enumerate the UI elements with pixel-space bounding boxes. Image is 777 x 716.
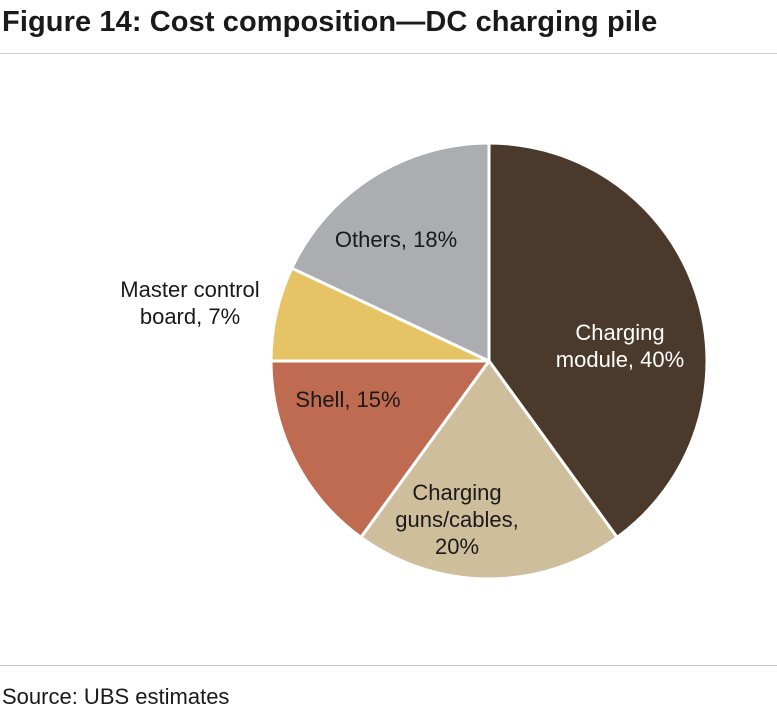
pie-slice-charging-module <box>487 141 709 539</box>
slice-label-shell: Shell, 15% <box>295 387 400 412</box>
title-rule <box>0 53 777 54</box>
slice-label-others: Others, 18% <box>335 227 457 252</box>
pie-slice-shell <box>269 359 491 539</box>
slice-label-charging-module: Charging module, 40% <box>556 320 684 372</box>
source-note: Source: UBS estimates <box>2 684 230 709</box>
pie-slice-charging-guns-cables <box>359 359 619 581</box>
pie-slice-others <box>290 141 491 363</box>
slice-label-master-control-board: Master control board, 7% <box>120 277 259 329</box>
figure-title: Figure 14: Cost composition—DC charging … <box>2 6 658 38</box>
source-rule <box>0 665 777 666</box>
slice-label-charging-guns-cables: Charging guns/cables, 20% <box>395 480 519 559</box>
